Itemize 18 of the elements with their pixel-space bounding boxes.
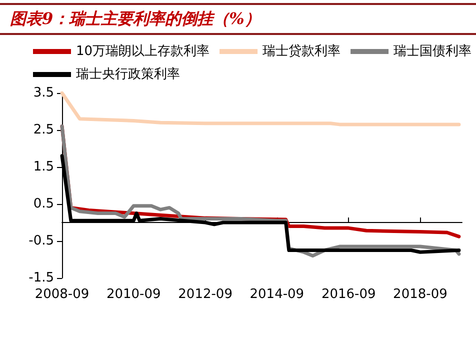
x-tick-label: 2014-09 [250,287,304,302]
line-series [60,91,461,126]
legend-label: 10万瑞朗以上存款利率 [76,43,210,59]
y-tick-label: 2.5 [33,122,54,138]
legend-label: 瑞士贷款利率 [262,43,341,59]
y-tick-label: 1.5 [33,160,54,174]
x-tick-label: 2016-09 [321,287,376,302]
x-tick-label: 2008-09 [34,287,90,302]
chart-title: 图表9：瑞士主要利率的倒挂（%） [0,3,476,35]
y-tick-label: -1.5 [28,270,54,286]
x-tick-label: 2012-09 [178,287,232,302]
y-tick-label: -0.5 [28,234,54,248]
x-tick-label: 2010-09 [106,287,161,302]
x-tick-label: 2018-09 [393,287,448,302]
legend-label: 瑞士国债利率 [394,43,472,59]
y-tick-label: 0.5 [33,196,54,212]
legend-label: 瑞士央行政策利率 [76,66,180,82]
y-tick-label: 3.5 [33,86,54,100]
